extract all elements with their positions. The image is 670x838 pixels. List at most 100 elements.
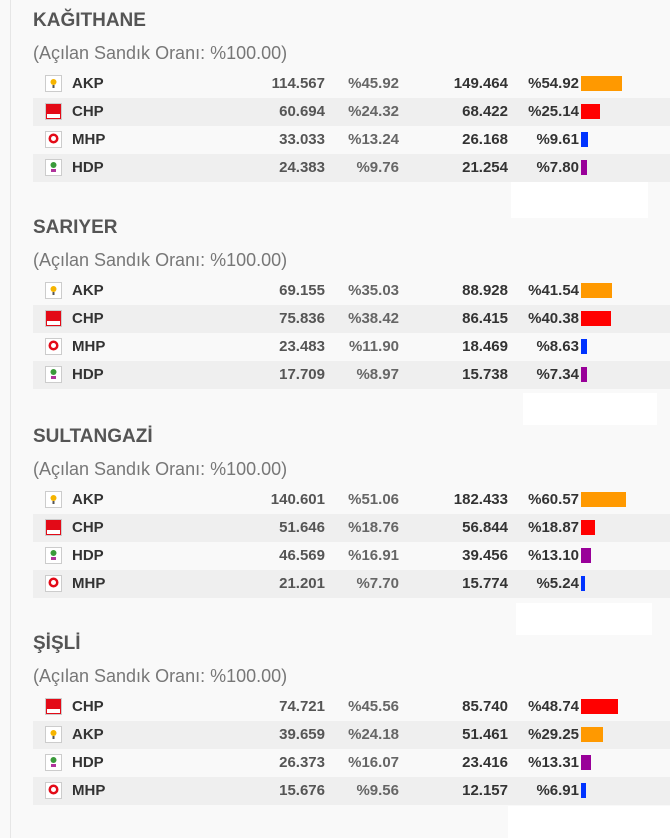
district-section-1: SARIYER (Açılan Sandık Oranı: %100.00) A…	[33, 215, 670, 389]
hdp-logo-icon	[45, 159, 62, 176]
akp-logo-icon	[45, 726, 62, 743]
table-row-hdp: HDP 26.373 %16.07 23.416 %13.31	[33, 749, 670, 777]
district-title: ŞİŞLİ	[33, 633, 81, 654]
chp-logo-icon	[45, 519, 62, 536]
current-percent: %18.87	[528, 519, 579, 536]
ballot-rate-subtitle: (Açılan Sandık Oranı: %100.00)	[33, 250, 288, 270]
previous-percent: %9.76	[356, 159, 399, 176]
previous-percent: %45.92	[348, 75, 399, 92]
percent-bar	[581, 548, 591, 563]
previous-votes: 75.836	[279, 310, 325, 327]
current-votes: 21.254	[462, 159, 508, 176]
page-border	[10, 0, 11, 838]
percent-bar	[581, 755, 591, 770]
table-row-akp: AKP 114.567 %45.92 149.464 %54.92	[33, 70, 670, 98]
previous-percent: %24.32	[348, 103, 399, 120]
district-section-3: ŞİŞLİ (Açılan Sandık Oranı: %100.00) CHP…	[33, 631, 670, 805]
current-percent: %54.92	[528, 75, 579, 92]
blank-patch	[523, 393, 657, 425]
current-percent: %7.34	[536, 366, 579, 383]
results-table: AKP 140.601 %51.06 182.433 %60.57 CHP 51…	[33, 486, 670, 598]
previous-percent: %7.70	[356, 575, 399, 592]
previous-votes: 26.373	[279, 754, 325, 771]
current-percent: %48.74	[528, 698, 579, 715]
current-votes: 39.456	[462, 547, 508, 564]
percent-bar	[581, 311, 611, 326]
current-votes: 85.740	[462, 698, 508, 715]
party-name: HDP	[72, 754, 104, 771]
previous-votes: 33.033	[279, 131, 325, 148]
current-votes: 86.415	[462, 310, 508, 327]
current-votes: 12.157	[462, 782, 508, 799]
hdp-logo-icon	[45, 366, 62, 383]
percent-bar	[581, 520, 595, 535]
current-votes: 23.416	[462, 754, 508, 771]
party-name: AKP	[72, 75, 104, 92]
party-name: HDP	[72, 547, 104, 564]
percent-bar	[581, 492, 626, 507]
previous-votes: 15.676	[279, 782, 325, 799]
results-table: CHP 74.721 %45.56 85.740 %48.74 AKP 39.6…	[33, 693, 670, 805]
ballot-rate-subtitle: (Açılan Sandık Oranı: %100.00)	[33, 459, 288, 479]
current-votes: 182.433	[453, 491, 508, 508]
previous-percent: %11.90	[348, 338, 399, 355]
current-votes: 51.461	[462, 726, 508, 743]
current-percent: %5.24	[536, 575, 579, 592]
blank-patch	[511, 180, 648, 218]
percent-bar	[581, 283, 612, 298]
table-row-mhp: MHP 33.033 %13.24 26.168 %9.61	[33, 126, 670, 154]
previous-votes: 51.646	[279, 519, 325, 536]
table-row-mhp: MHP 21.201 %7.70 15.774 %5.24	[33, 570, 670, 598]
current-percent: %29.25	[528, 726, 579, 743]
chp-logo-icon	[45, 310, 62, 327]
current-percent: %9.61	[536, 131, 579, 148]
current-percent: %13.31	[528, 754, 579, 771]
party-name: AKP	[72, 726, 104, 743]
percent-bar	[581, 104, 600, 119]
percent-bar	[581, 783, 586, 798]
previous-percent: %13.24	[348, 131, 399, 148]
percent-bar	[581, 160, 587, 175]
table-row-chp: CHP 51.646 %18.76 56.844 %18.87	[33, 514, 670, 542]
blank-patch	[508, 806, 670, 838]
table-row-akp: AKP 140.601 %51.06 182.433 %60.57	[33, 486, 670, 514]
table-row-chp: CHP 74.721 %45.56 85.740 %48.74	[33, 693, 670, 721]
table-row-akp: AKP 69.155 %35.03 88.928 %41.54	[33, 277, 670, 305]
previous-votes: 69.155	[279, 282, 325, 299]
table-row-chp: CHP 75.836 %38.42 86.415 %40.38	[33, 305, 670, 333]
chp-logo-icon	[45, 698, 62, 715]
current-votes: 149.464	[453, 75, 508, 92]
current-percent: %13.10	[528, 547, 579, 564]
table-row-chp: CHP 60.694 %24.32 68.422 %25.14	[33, 98, 670, 126]
results-table: AKP 114.567 %45.92 149.464 %54.92 CHP 60…	[33, 70, 670, 182]
district-section-2: SULTANGAZİ (Açılan Sandık Oranı: %100.00…	[33, 424, 670, 598]
previous-percent: %16.91	[348, 547, 399, 564]
current-percent: %25.14	[528, 103, 579, 120]
party-name: CHP	[72, 103, 104, 120]
current-votes: 88.928	[462, 282, 508, 299]
table-row-hdp: HDP 17.709 %8.97 15.738 %7.34	[33, 361, 670, 389]
blank-patch	[516, 603, 652, 635]
previous-votes: 60.694	[279, 103, 325, 120]
hdp-logo-icon	[45, 547, 62, 564]
ballot-rate-subtitle: (Açılan Sandık Oranı: %100.00)	[33, 666, 288, 686]
hdp-logo-icon	[45, 754, 62, 771]
party-name: MHP	[72, 575, 106, 592]
previous-percent: %16.07	[348, 754, 399, 771]
percent-bar	[581, 699, 618, 714]
current-votes: 15.774	[462, 575, 508, 592]
ballot-rate-subtitle: (Açılan Sandık Oranı: %100.00)	[33, 43, 288, 63]
current-votes: 26.168	[462, 131, 508, 148]
party-name: MHP	[72, 782, 106, 799]
current-percent: %41.54	[528, 282, 579, 299]
results-table: AKP 69.155 %35.03 88.928 %41.54 CHP 75.8…	[33, 277, 670, 389]
previous-percent: %9.56	[356, 782, 399, 799]
previous-votes: 74.721	[279, 698, 325, 715]
percent-bar	[581, 367, 587, 382]
akp-logo-icon	[45, 75, 62, 92]
party-name: CHP	[72, 310, 104, 327]
previous-percent: %18.76	[348, 519, 399, 536]
percent-bar	[581, 76, 622, 91]
table-row-hdp: HDP 46.569 %16.91 39.456 %13.10	[33, 542, 670, 570]
previous-votes: 114.567	[271, 75, 325, 92]
